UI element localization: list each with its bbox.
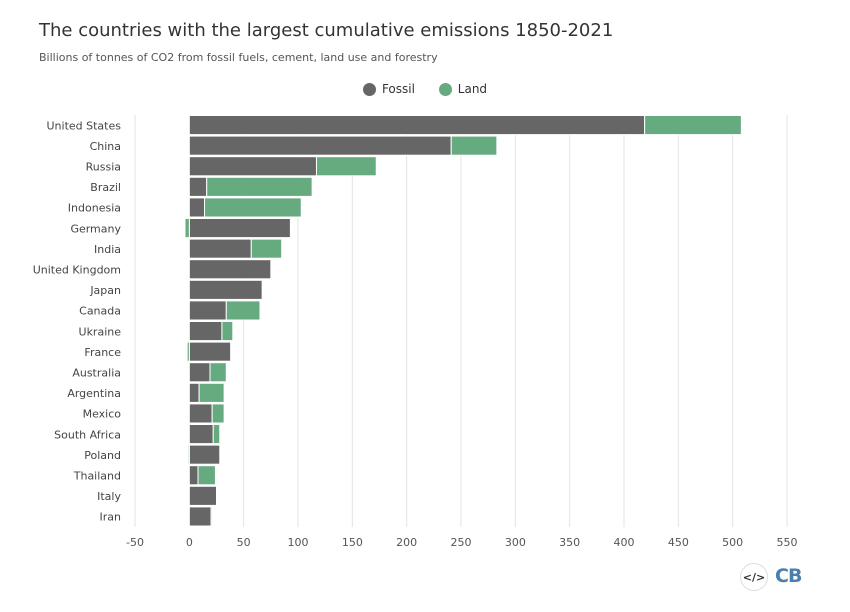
y-category-label: Russia <box>86 161 121 174</box>
y-category-label: Poland <box>84 449 121 462</box>
bar-fossil <box>188 300 227 321</box>
legend-fossil-label: Fossil <box>381 82 415 96</box>
bar-fossil <box>188 197 206 218</box>
legend-land[interactable]: Land <box>438 82 488 96</box>
y-category-label: Iran <box>100 511 122 524</box>
y-category-label: Ukraine <box>79 325 122 338</box>
bar-land <box>186 341 190 362</box>
bar-fossil <box>188 321 223 342</box>
bar-fossil <box>188 382 200 403</box>
bar-fossil <box>188 279 263 300</box>
legend-fossil[interactable]: Fossil <box>362 82 415 96</box>
y-category-label: Mexico <box>83 408 122 421</box>
bar-land <box>644 115 742 136</box>
legend-fossil-swatch <box>362 82 376 96</box>
bar-fossil <box>188 444 221 465</box>
bar-fossil <box>188 238 252 259</box>
y-category-label: Canada <box>79 305 121 318</box>
y-category-label: Argentina <box>67 387 121 400</box>
y-category-label: China <box>90 140 121 153</box>
x-tick-label: 300 <box>505 536 526 549</box>
chart-subtitle: Billions of tonnes of CO2 from fossil fu… <box>39 51 438 64</box>
x-tick-label: 150 <box>342 536 363 549</box>
bar-land <box>211 403 225 424</box>
bar-land <box>212 424 221 445</box>
bar-land <box>221 321 234 342</box>
y-category-label: India <box>94 243 121 256</box>
bar-fossil <box>188 465 199 486</box>
y-category-label: Brazil <box>90 181 121 194</box>
bar-land <box>450 135 498 156</box>
legend-land-swatch <box>438 82 452 96</box>
x-tick-label: 350 <box>559 536 580 549</box>
bar-fossil <box>188 341 232 362</box>
y-category-label: Thailand <box>73 470 121 483</box>
y-category-label: United States <box>47 119 122 132</box>
legend: Fossil Land <box>0 82 850 99</box>
bar-land <box>315 156 377 177</box>
bar-fossil <box>188 506 212 527</box>
bar-fossil <box>188 115 646 136</box>
bar-fossil <box>188 424 214 445</box>
bar-land <box>197 465 216 486</box>
x-tick-label: 0 <box>186 536 193 549</box>
bar-fossil <box>188 156 317 177</box>
y-category-label: Italy <box>97 490 121 503</box>
bar-land <box>206 176 313 197</box>
carbon-brief-logo: CB <box>775 565 802 587</box>
bar-land <box>210 506 213 527</box>
x-tick-label: 500 <box>722 536 743 549</box>
bar-land <box>184 218 190 239</box>
bar-fossil <box>188 485 217 506</box>
x-tick-label: 450 <box>668 536 689 549</box>
x-tick-label: 250 <box>451 536 472 549</box>
y-category-label: Indonesia <box>68 202 121 215</box>
bar-fossil <box>188 259 272 280</box>
x-tick-label: 50 <box>237 536 251 549</box>
embed-code-button[interactable]: </> <box>740 563 768 591</box>
chart-title: The countries with the largest cumulativ… <box>39 20 614 41</box>
bar-fossil <box>188 218 291 239</box>
bar-fossil <box>188 176 208 197</box>
bar-fossil <box>188 362 211 383</box>
x-tick-label: -50 <box>126 536 144 549</box>
bar-land <box>198 382 225 403</box>
y-category-label: United Kingdom <box>33 264 121 277</box>
bar-land <box>209 362 227 383</box>
bar-land <box>187 444 190 465</box>
y-category-label: South Africa <box>54 428 121 441</box>
y-category-label: France <box>84 346 121 359</box>
x-tick-label: 400 <box>614 536 635 549</box>
y-category-label: Germany <box>70 222 121 235</box>
bar-fossil <box>188 403 213 424</box>
x-tick-label: 100 <box>288 536 309 549</box>
y-category-label: Australia <box>72 367 121 380</box>
legend-land-label: Land <box>457 82 488 96</box>
x-tick-label: 550 <box>777 536 798 549</box>
bar-land <box>225 300 261 321</box>
bar-fossil <box>188 135 452 156</box>
y-category-label: Japan <box>89 284 121 297</box>
bar-land <box>204 197 302 218</box>
bar-land <box>250 238 283 259</box>
x-tick-label: 200 <box>396 536 417 549</box>
